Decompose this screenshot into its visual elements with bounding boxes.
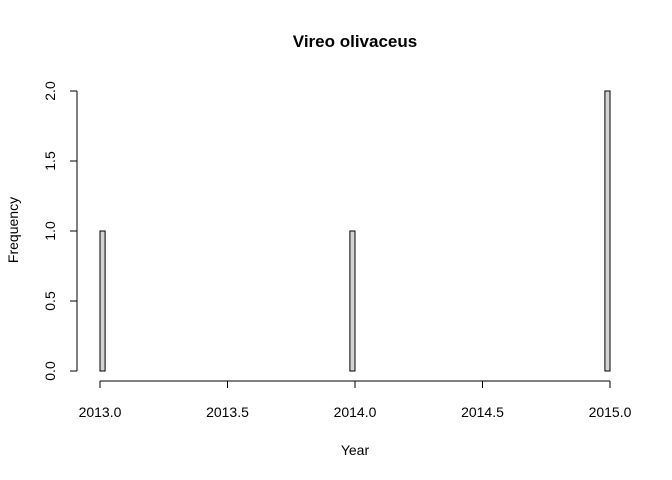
x-tick-label: 2013.5	[206, 404, 249, 420]
x-tick-label: 2014.0	[334, 404, 377, 420]
histogram-bar	[99, 230, 106, 372]
y-tick-label: 0.0	[42, 361, 58, 381]
histogram-bar	[349, 230, 356, 372]
x-axis-label: Year	[341, 442, 370, 458]
y-tick-label: 1.0	[42, 221, 58, 241]
x-tick-label: 2014.5	[461, 404, 504, 420]
y-axis: 0.0 0.5 1.0 1.5 2.0	[42, 81, 78, 381]
x-tick-label: 2015.0	[589, 404, 632, 420]
histogram-bar	[604, 90, 611, 372]
y-tick-label: 0.5	[42, 291, 58, 311]
histogram-bins	[99, 90, 611, 372]
x-axis: 2013.0 2013.5 2014.0 2014.5 2015.0	[79, 380, 632, 420]
y-tick-label: 2.0	[42, 81, 58, 101]
y-tick-label: 1.5	[42, 151, 58, 171]
x-tick-label: 2013.0	[79, 404, 122, 420]
y-axis-label: Frequency	[5, 197, 21, 263]
chart-title: Vireo olivaceus	[293, 32, 417, 51]
